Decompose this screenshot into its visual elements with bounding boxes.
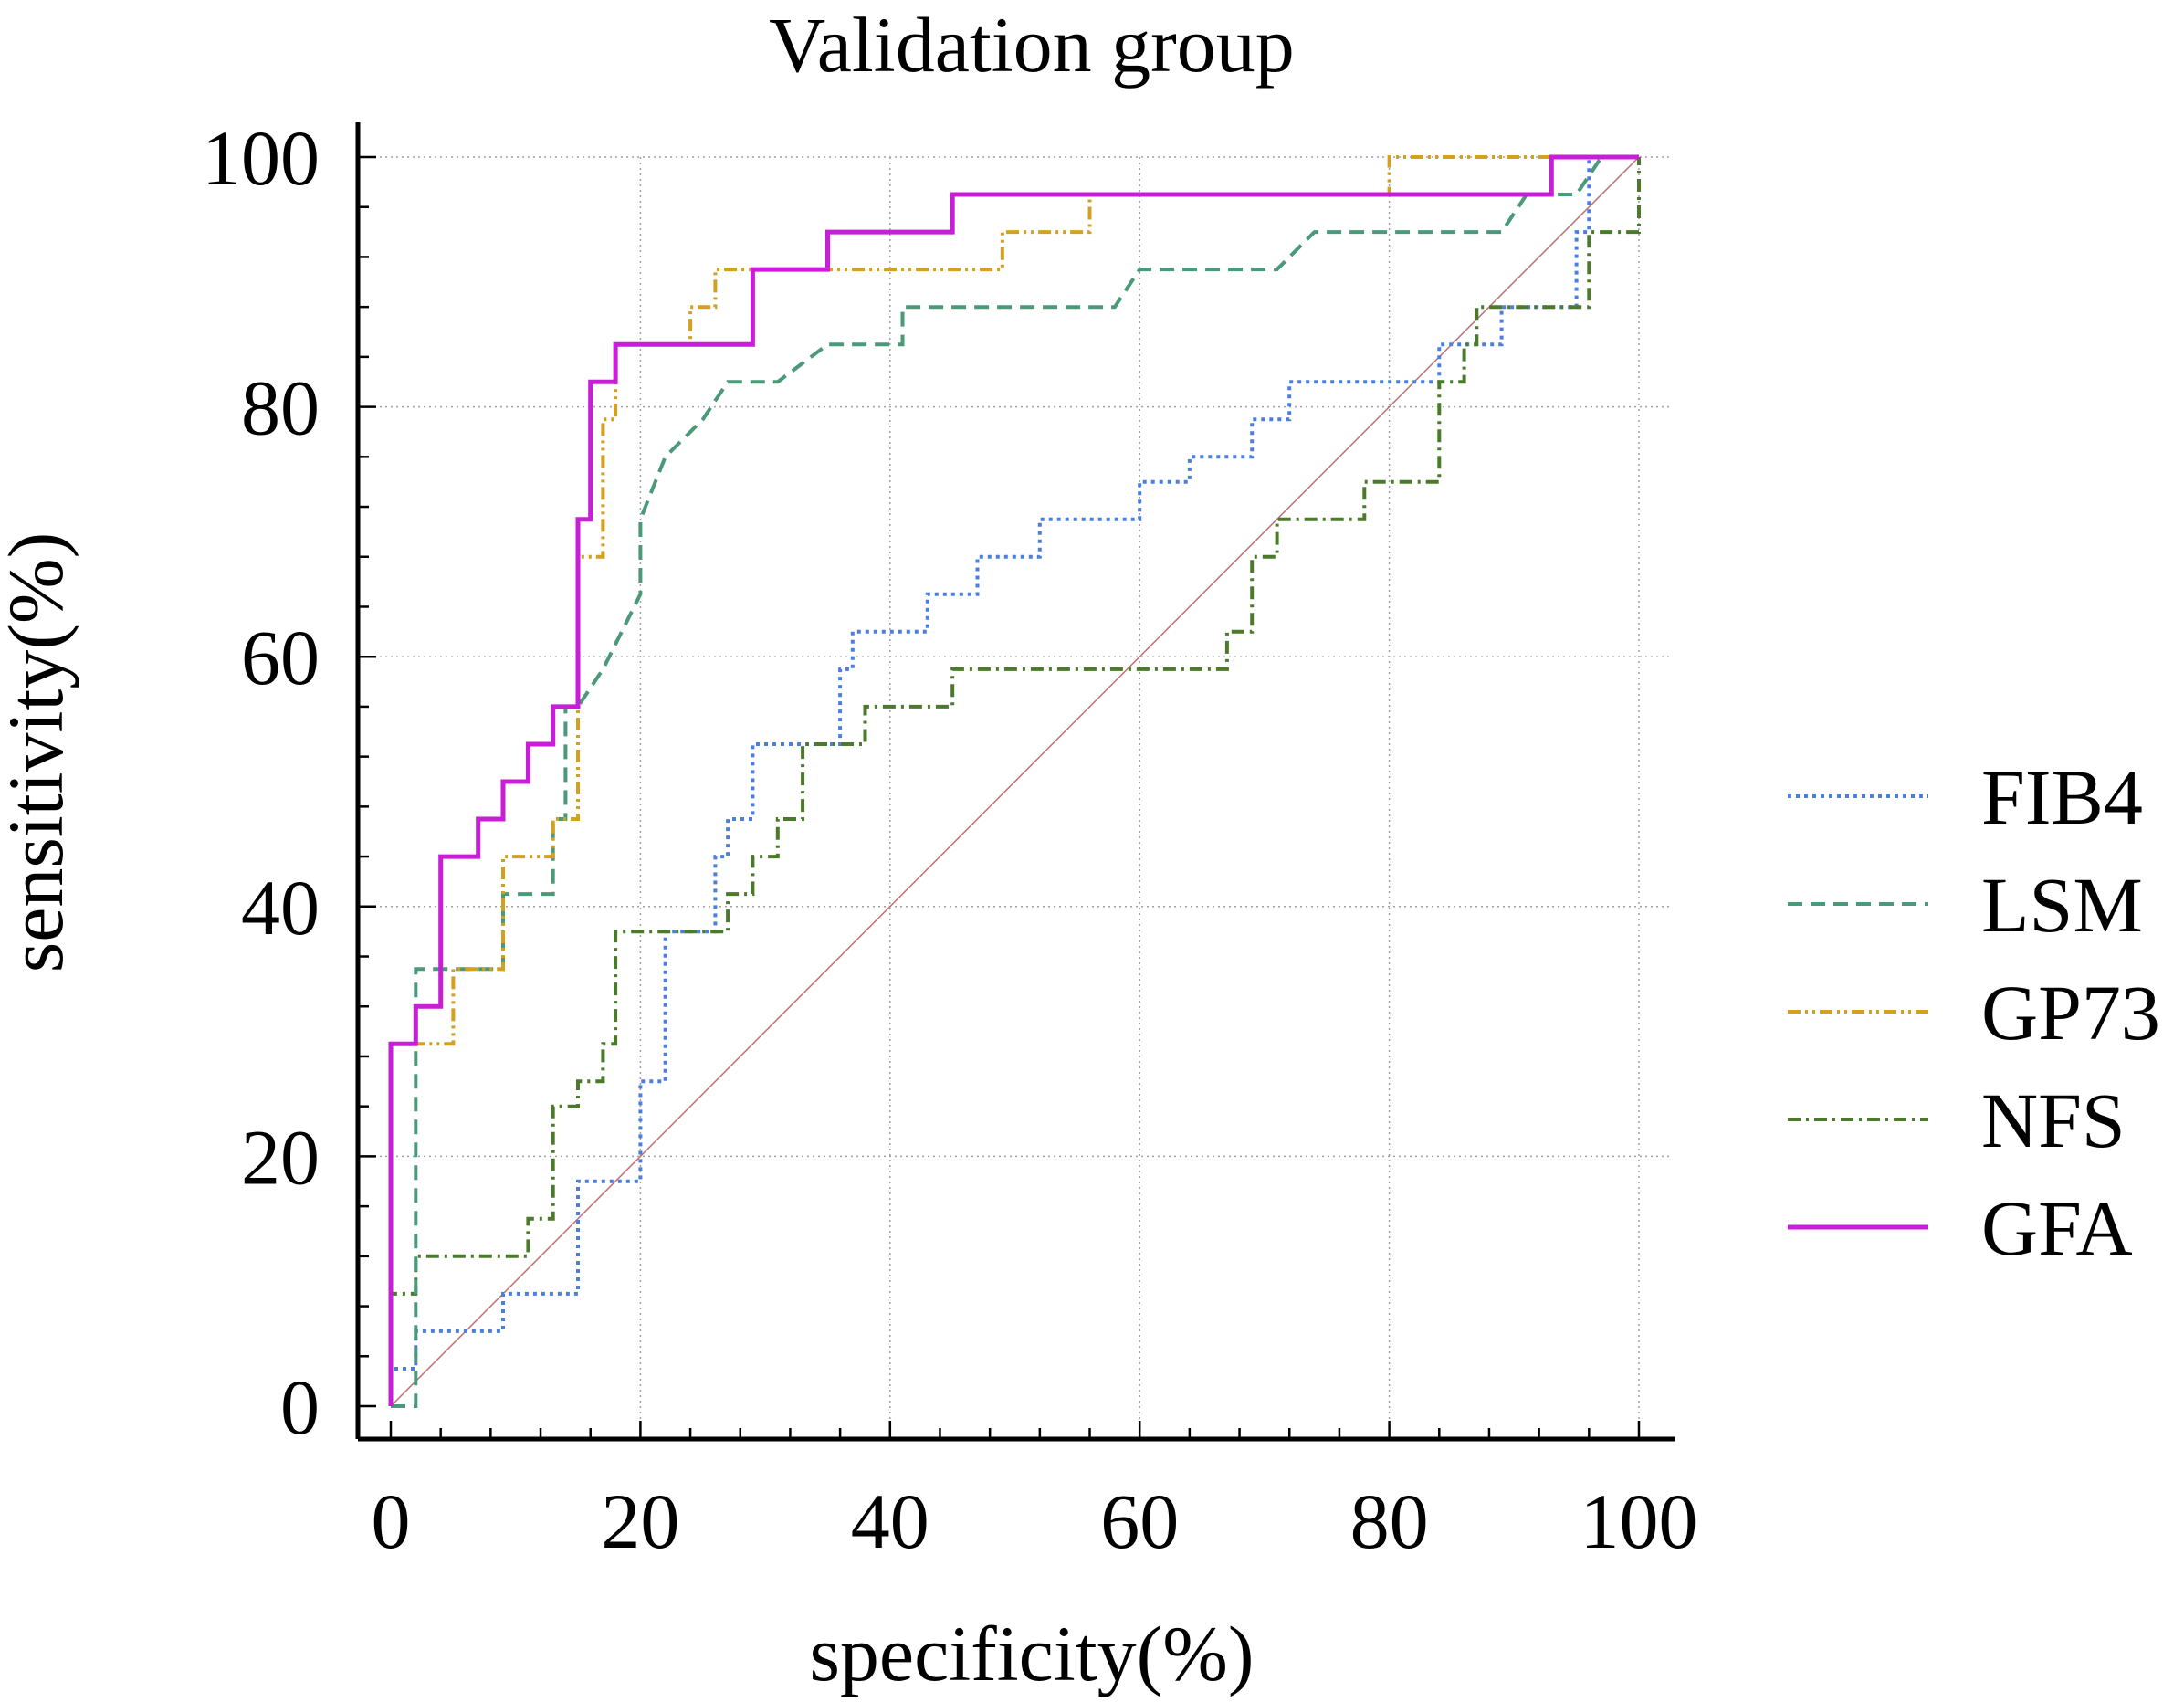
reference-line-group — [390, 156, 1640, 1407]
series-line-gp73 — [389, 155, 1639, 1406]
chart-title: Validation group — [769, 1, 1295, 89]
series-line-fib4 — [389, 155, 1639, 1406]
x-tick-label: 100 — [1580, 1477, 1698, 1565]
series-line-gfa — [388, 154, 1639, 1406]
series-lines — [388, 154, 1641, 1408]
legend-label-lsm: LSM — [1981, 861, 2143, 949]
y-tick-label: 80 — [241, 364, 320, 452]
grid — [358, 156, 1671, 1439]
x-tick-label: 80 — [1350, 1477, 1429, 1565]
y-tick-label: 0 — [280, 1363, 320, 1451]
reference-diagonal — [390, 156, 1640, 1407]
legend-label-gfa: GFA — [1981, 1184, 2133, 1272]
axes — [355, 122, 1675, 1442]
series-line-nfs — [389, 157, 1641, 1406]
legend-label-nfs: NFS — [1981, 1077, 2126, 1164]
x-axis-label: specificity(%) — [809, 1610, 1254, 1697]
y-axis-label: sensitivity(%) — [0, 532, 79, 973]
y-tick-label: 20 — [241, 1113, 320, 1201]
x-tick-label: 40 — [851, 1477, 929, 1565]
legend-label-fib4: FIB4 — [1981, 753, 2143, 841]
y-tick-label: 40 — [241, 864, 320, 951]
y-tick-label: 60 — [241, 614, 320, 701]
ticks: 0 20 40 60 80 100 0 20 40 60 80 100 — [202, 114, 1698, 1565]
x-tick-label: 20 — [601, 1477, 679, 1565]
legend-label-gp73: GP73 — [1981, 969, 2160, 1056]
x-tick-label: 0 — [372, 1477, 411, 1565]
x-tick-label: 60 — [1100, 1477, 1179, 1565]
y-tick-label: 100 — [202, 114, 320, 202]
legend: FIB4 LSM GP73 NFS GFA — [1788, 753, 2160, 1272]
